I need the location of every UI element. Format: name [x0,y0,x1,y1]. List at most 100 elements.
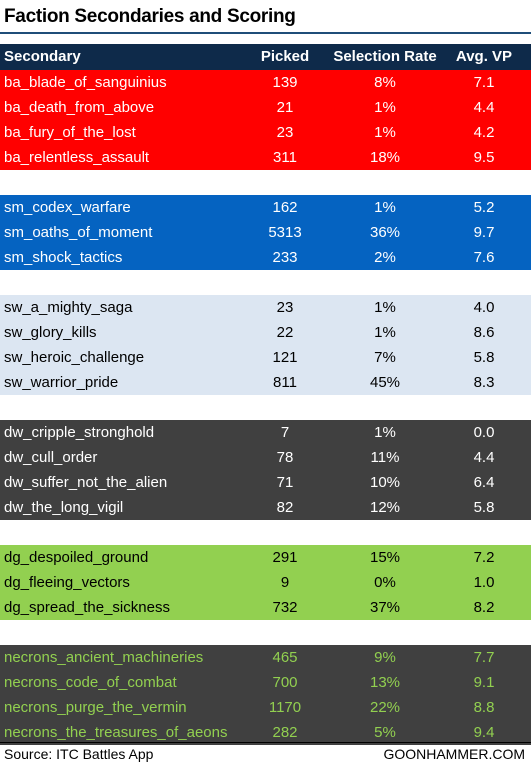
cell-selection-rate: 1% [374,424,396,441]
cell-avg-vp: 1.0 [473,574,495,591]
cell-selection-rate: 22% [369,699,401,716]
cell-selection-rate: 5% [374,724,396,741]
cell-selection-rate: 7% [374,349,396,366]
cell-selection-rate: 0% [374,574,396,591]
group-spacer [0,520,531,545]
cell-selection-rate: 8% [374,74,396,91]
cell-avg-vp: 9.1 [473,674,495,691]
cell-avg-vp: 4.4 [473,99,495,116]
cell-avg-vp: 5.2 [473,199,495,216]
cell-picked: 700 [272,674,298,691]
table-row: ba_death_from_above 21 1% 4.4 [0,95,531,120]
cell-picked: 811 [273,374,297,391]
cell-secondary: dw_suffer_not_the_alien [4,474,168,491]
cell-picked: 311 [273,149,297,166]
cell-picked: 7 [280,424,290,441]
cell-selection-rate: 2% [374,249,396,266]
table-row: sm_shock_tactics 233 2% 7.6 [0,245,531,270]
cell-avg-vp: 9.4 [473,724,495,741]
cell-secondary: necrons_purge_the_vermin [4,699,187,716]
table-row: dg_spread_the_sickness 732 37% 8.2 [0,595,531,620]
cell-avg-vp: 8.2 [473,599,495,616]
source-note: Source: ITC Battles App [4,746,154,762]
cell-secondary: sw_warrior_pride [4,374,119,391]
footer-rule [0,742,531,743]
cell-picked: 82 [276,499,294,516]
cell-avg-vp: 8.8 [473,699,495,716]
cell-secondary: dw_cull_order [4,449,98,466]
group-spacer [0,395,531,420]
cell-picked: 9 [280,574,290,591]
cell-picked: 121 [272,349,298,366]
cell-avg-vp: 5.8 [473,349,495,366]
cell-picked: 23 [276,299,294,316]
table-row: dg_fleeing_vectors 9 0% 1.0 [0,570,531,595]
table-row: dg_despoiled_ground 291 15% 7.2 [0,545,531,570]
cell-secondary: ba_fury_of_the_lost [4,124,136,141]
cell-avg-vp: 7.7 [473,649,495,666]
chart-title: Faction Secondaries and Scoring [4,6,296,27]
cell-avg-vp: 7.1 [473,74,495,91]
cell-secondary: dw_cripple_stronghold [4,424,155,441]
cell-avg-vp: 9.5 [473,149,495,166]
cell-selection-rate: 10% [369,474,401,491]
cell-picked: 21 [276,99,294,116]
cell-selection-rate: 18% [369,149,401,166]
cell-avg-vp: 9.7 [473,224,495,241]
table-row: necrons_purge_the_vermin 1170 22% 8.8 [0,695,531,720]
cell-selection-rate: 1% [374,324,396,341]
secondaries-table: Secondary Picked Selection Rate Avg. VP … [0,44,531,745]
cell-avg-vp: 8.6 [473,324,495,341]
table-row: sm_codex_warfare 162 1% 5.2 [0,195,531,220]
cell-picked: 1170 [268,699,302,716]
cell-picked: 71 [276,474,294,491]
cell-avg-vp: 5.8 [473,499,495,516]
header-secondary: Secondary [4,48,81,65]
cell-secondary: sm_codex_warfare [4,199,131,216]
table-row: sw_glory_kills 22 1% 8.6 [0,320,531,345]
cell-secondary: necrons_the_treasures_of_aeons [4,724,228,741]
cell-secondary: sm_shock_tactics [4,249,123,266]
cell-avg-vp: 7.2 [473,549,495,566]
header-selection-rate: Selection Rate [333,48,437,65]
group-spacer [0,270,531,295]
table-row: sm_oaths_of_moment 5313 36% 9.7 [0,220,531,245]
group-spacer [0,170,531,195]
table-row: sw_warrior_pride 811 45% 8.3 [0,370,531,395]
table-row: dw_cripple_stronghold 7 1% 0.0 [0,420,531,445]
cell-picked: 23 [276,124,294,141]
cell-secondary: dg_despoiled_ground [4,549,149,566]
cell-picked: 282 [272,724,298,741]
cell-secondary: sw_a_mighty_saga [4,299,133,316]
cell-secondary: ba_death_from_above [4,99,155,116]
cell-selection-rate: 1% [374,299,396,316]
cell-selection-rate: 45% [369,374,401,391]
cell-secondary: sw_heroic_challenge [4,349,145,366]
cell-picked: 139 [272,74,298,91]
cell-selection-rate: 13% [369,674,401,691]
cell-secondary: ba_relentless_assault [4,149,150,166]
cell-secondary: necrons_code_of_combat [4,674,177,691]
cell-selection-rate: 37% [369,599,401,616]
cell-avg-vp: 8.3 [473,374,495,391]
table-row: necrons_the_treasures_of_aeons 282 5% 9.4 [0,720,531,745]
title-rule [0,32,531,34]
cell-picked: 233 [272,249,298,266]
brand-watermark: GOONHAMMER.COM [383,746,525,762]
cell-picked: 5313 [268,224,302,241]
cell-secondary: dg_fleeing_vectors [4,574,130,591]
cell-selection-rate: 12% [369,499,401,516]
cell-selection-rate: 1% [374,199,396,216]
table-row: ba_fury_of_the_lost 23 1% 4.2 [0,120,531,145]
cell-picked: 78 [276,449,294,466]
header-avg-vp: Avg. VP [455,48,513,65]
table-row: ba_relentless_assault 311 18% 9.5 [0,145,531,170]
cell-picked: 732 [272,599,298,616]
cell-secondary: dw_the_long_vigil [4,499,124,516]
cell-secondary: necrons_ancient_machineries [4,649,204,666]
cell-selection-rate: 9% [374,649,396,666]
cell-avg-vp: 6.4 [473,474,495,491]
cell-avg-vp: 0.0 [473,424,495,441]
table-header-row: Secondary Picked Selection Rate Avg. VP [0,44,531,70]
cell-secondary: sm_oaths_of_moment [4,224,153,241]
